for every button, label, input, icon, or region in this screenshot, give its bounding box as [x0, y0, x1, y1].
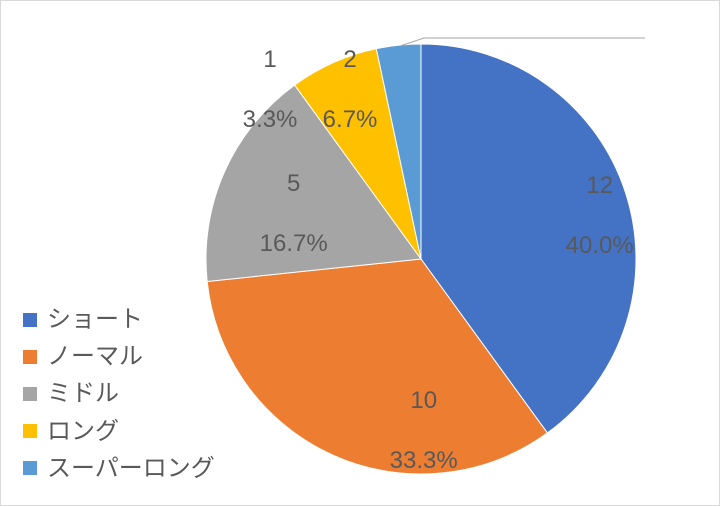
- legend-label: ショート: [47, 301, 143, 338]
- slice-pct: 40.0%: [566, 232, 634, 259]
- slice-value: 2: [343, 46, 356, 73]
- legend-label: スーパーロング: [47, 450, 215, 487]
- slice-value: 10: [410, 387, 437, 414]
- leader-line: [400, 38, 645, 46]
- slice-value: 12: [586, 172, 613, 199]
- slice-pct: 16.7%: [260, 230, 328, 257]
- legend-item-superlong: スーパーロング: [23, 450, 215, 487]
- legend-label: ロング: [47, 413, 119, 450]
- chart-frame: 12 40.0% 10 33.3% 5 16.7% 2 6.7% 1 3.3% …: [0, 0, 720, 506]
- slice-label-superlong: 1 3.3%: [216, 15, 297, 165]
- legend-swatch: [23, 313, 37, 327]
- slice-value: 1: [263, 46, 276, 73]
- legend-swatch: [23, 387, 37, 401]
- slice-label-short: 12 40.0%: [539, 141, 634, 291]
- slice-label-normal: 10 33.3%: [363, 356, 458, 506]
- legend-item-short: ショート: [23, 301, 215, 338]
- slice-pct: 33.3%: [390, 447, 458, 474]
- slice-pct: 3.3%: [243, 106, 298, 133]
- legend-label: ミドル: [47, 375, 119, 412]
- legend-item-normal: ノーマル: [23, 338, 215, 375]
- legend-swatch: [23, 350, 37, 364]
- legend-label: ノーマル: [47, 338, 143, 375]
- legend: ショート ノーマル ミドル ロング スーパーロング: [23, 301, 215, 487]
- legend-swatch: [23, 461, 37, 475]
- slice-value: 5: [287, 170, 300, 197]
- legend-swatch: [23, 424, 37, 438]
- legend-item-middle: ミドル: [23, 375, 215, 412]
- slice-label-long: 2 6.7%: [296, 15, 377, 165]
- legend-item-long: ロング: [23, 413, 215, 450]
- slice-pct: 6.7%: [323, 106, 378, 133]
